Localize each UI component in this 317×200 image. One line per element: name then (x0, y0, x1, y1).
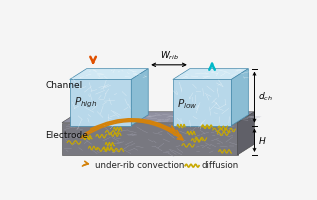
FancyArrowPatch shape (91, 119, 175, 131)
Polygon shape (70, 79, 131, 126)
Text: $d_{ch}$: $d_{ch}$ (257, 91, 272, 103)
FancyArrowPatch shape (82, 161, 88, 166)
Polygon shape (62, 123, 237, 155)
FancyArrowPatch shape (81, 121, 183, 140)
Text: $W_{rib}$: $W_{rib}$ (159, 49, 178, 62)
Text: Channel: Channel (45, 81, 82, 90)
Text: $P_{low}$: $P_{low}$ (177, 97, 197, 111)
Text: diffusion: diffusion (201, 161, 239, 170)
Text: Electrode: Electrode (45, 131, 88, 140)
Text: under-rib convection: under-rib convection (95, 161, 184, 170)
Polygon shape (70, 69, 148, 79)
Polygon shape (231, 69, 248, 126)
FancyArrowPatch shape (85, 120, 180, 135)
Text: $P_{high}$: $P_{high}$ (74, 95, 98, 110)
Polygon shape (173, 69, 248, 79)
Polygon shape (62, 112, 255, 123)
Polygon shape (173, 79, 231, 126)
Polygon shape (131, 69, 148, 126)
Polygon shape (237, 112, 255, 155)
Text: $H$: $H$ (257, 135, 266, 146)
